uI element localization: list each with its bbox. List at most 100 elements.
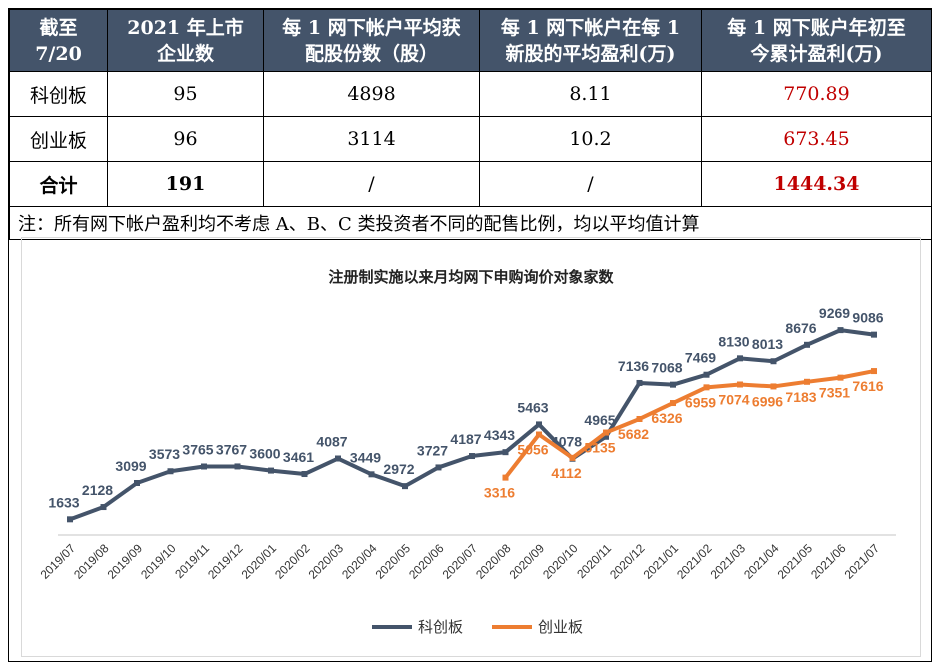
summary-table: 截至 7/20 2021 年上市 企业数 每 1 网下帐户平均获 配股份数（股）…: [9, 9, 932, 240]
x-tick-label: 2020/06: [406, 541, 447, 582]
data-point: [871, 368, 877, 375]
data-point: [804, 378, 810, 385]
data-point: [469, 453, 475, 460]
data-label: 3573: [149, 446, 180, 462]
x-tick-label: 2020/08: [473, 541, 514, 582]
x-tick-label: 2020/09: [507, 541, 548, 582]
data-label: 4343: [484, 427, 515, 443]
cell: 1444.34: [701, 161, 932, 207]
data-point: [402, 483, 408, 490]
table-row: 创业板 96 3114 10.2 673.45: [9, 116, 932, 162]
data-point: [603, 433, 609, 440]
data-label: 3600: [249, 446, 280, 462]
cell: 10.2: [479, 116, 702, 162]
x-tick-label: 2020/12: [607, 541, 648, 582]
x-tick-label: 2021/01: [641, 541, 682, 582]
x-tick-label: 2020/07: [440, 541, 481, 582]
data-label: 9086: [852, 310, 883, 326]
data-point: [234, 463, 241, 470]
data-point: [301, 471, 308, 478]
x-tick-label: 2021/06: [808, 541, 849, 582]
data-label: 3461: [283, 449, 314, 465]
cell: /: [479, 161, 702, 207]
data-label: 7074: [718, 391, 749, 407]
data-label: 7469: [685, 350, 716, 366]
data-point: [670, 381, 676, 388]
data-point: [134, 479, 140, 486]
data-point: [871, 331, 877, 338]
series-line-1: [503, 369, 875, 479]
x-tick-label: 2021/05: [775, 541, 816, 582]
header-cell: 每 1 网下帐户平均获 配股份数（股）: [263, 9, 480, 72]
data-label: 7351: [819, 385, 850, 401]
cell: 96: [107, 116, 264, 162]
legend-label: 创业板: [538, 618, 583, 636]
data-label: 4187: [450, 431, 481, 447]
cell: 3114: [263, 116, 480, 162]
cell: 191: [107, 161, 264, 207]
x-tick-label: 2019/10: [138, 541, 179, 582]
data-label: 8676: [785, 320, 816, 336]
x-tick-label: 2021/03: [708, 541, 749, 582]
data-point: [335, 455, 341, 462]
data-label: 5135: [584, 440, 615, 456]
note: 注：所有网下帐户盈利均不考虑 A、B、C 类投资者不同的配售比例，均以平均值计算: [9, 206, 932, 240]
x-tick-label: 2019/12: [205, 541, 246, 582]
header-row: 截至 7/20 2021 年上市 企业数 每 1 网下帐户平均获 配股份数（股）…: [9, 9, 932, 72]
data-point: [837, 327, 844, 334]
x-tick-label: 2021/04: [741, 541, 782, 582]
data-label: 4078: [551, 434, 582, 450]
data-point: [770, 358, 777, 365]
x-tick-label: 2019/08: [71, 541, 112, 582]
data-label: 6996: [752, 393, 783, 409]
data-point: [837, 374, 844, 381]
data-label: 8130: [718, 333, 749, 349]
data-point: [569, 454, 576, 461]
header-cell: 截至 7/20: [9, 9, 108, 72]
data-point: [636, 379, 643, 386]
x-tick-label: 2020/02: [272, 541, 313, 582]
data-point: [770, 383, 777, 390]
cell: 4898: [263, 71, 480, 117]
x-tick-label: 2019/11: [172, 541, 212, 581]
x-tick-label: 2020/05: [373, 541, 414, 582]
header-cell: 2021 年上市 企业数: [107, 9, 264, 72]
data-point: [737, 381, 743, 388]
x-tick-label: 2020/11: [574, 541, 614, 581]
data-label: 3767: [216, 441, 247, 457]
data-label: 7068: [651, 360, 682, 376]
data-label: 5682: [618, 426, 649, 442]
data-label: 6326: [651, 410, 682, 426]
data-point: [435, 464, 442, 471]
data-label: 4087: [316, 434, 347, 450]
x-tick-label: 2019/09: [105, 541, 146, 582]
data-label: 3099: [115, 458, 146, 474]
data-label: 7136: [618, 358, 649, 374]
cell: /: [263, 161, 480, 207]
data-point: [636, 415, 643, 422]
cell: 创业板: [9, 116, 108, 162]
series-line-0: [69, 328, 875, 522]
data-label: 3449: [350, 449, 381, 465]
cell: 95: [107, 71, 264, 117]
data-label: 4965: [584, 412, 615, 428]
data-point: [703, 384, 710, 391]
data-label: 3765: [182, 441, 213, 457]
data-label: 1633: [48, 494, 79, 510]
x-tick-label: 2020/10: [540, 541, 581, 582]
x-tick-label: 2021/07: [842, 541, 883, 582]
header-cell: 每 1 网下账户年初至 今累计盈利(万): [701, 9, 932, 72]
data-label: 7616: [852, 378, 883, 394]
data-point: [67, 516, 73, 523]
data-point: [100, 504, 107, 511]
total-row: 合计 191 / / 1444.34: [9, 161, 932, 207]
data-label: 5056: [517, 442, 548, 458]
data-point: [502, 449, 509, 456]
data-point: [536, 431, 542, 438]
data-label: 3727: [417, 442, 448, 458]
data-point: [703, 371, 710, 378]
cell: 673.45: [701, 116, 932, 162]
chart-area: 注册制实施以来月均网下申购询价对象家数 2019/07 2019/08 2019/09…: [21, 237, 921, 657]
line-chart: 注册制实施以来月均网下申购询价对象家数 2019/072019/082019/09…: [38, 268, 896, 636]
data-label: 4112: [551, 465, 582, 481]
